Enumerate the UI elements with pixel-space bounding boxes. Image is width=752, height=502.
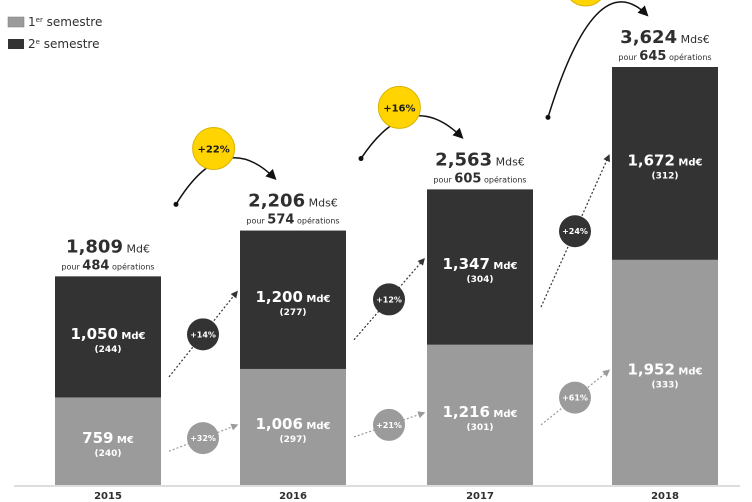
value-label-s2-2017: 1,347 Md€ <box>442 255 517 273</box>
x-tick-2016: 2016 <box>279 491 307 502</box>
count-label-s1-2016: (297) <box>279 435 306 445</box>
bar-s2-2016 <box>240 230 346 369</box>
value-label-s1-2015: 759 M€ <box>82 429 134 447</box>
count-label-s2-2018: (312) <box>651 171 678 181</box>
growth-label-total-2015-2016: +22% <box>197 145 229 156</box>
x-tick-2017: 2017 <box>466 491 494 502</box>
bar-s2-2017 <box>427 189 533 345</box>
count-label-s1-2015: (240) <box>94 449 121 459</box>
growth-label-s2-2016-2017: +12% <box>376 295 402 304</box>
growth-label-s1-2016-2017: +21% <box>376 421 402 430</box>
growth-badge-s1-2015-2016 <box>187 422 219 455</box>
growth-label-s1-2017-2018: +61% <box>562 394 588 403</box>
growth-origin-dot-2016-2017 <box>358 156 364 162</box>
growth-badge-s2-2017-2018 <box>559 215 591 248</box>
growth-badge-total-2016-2017 <box>377 85 421 129</box>
count-label-s1-2018: (333) <box>651 380 678 390</box>
legend-label-s1: 1er semestre <box>28 15 102 29</box>
legend-label-s2: 2e semestre <box>28 37 99 51</box>
count-label-s2-2015: (244) <box>94 345 121 355</box>
bar-s2-2015 <box>55 276 161 398</box>
growth-arrow-s1-2017-2018 <box>540 369 611 426</box>
value-label-s2-2016: 1,200 Md€ <box>255 288 330 306</box>
operations-label-2017: pour 605 opérations <box>433 171 526 186</box>
bar-s1-2017 <box>427 344 533 485</box>
value-label-s2-2018: 1,672 Md€ <box>627 151 702 169</box>
bar-s1-2015 <box>55 397 161 485</box>
x-tick-2018: 2018 <box>651 491 679 502</box>
value-label-s1-2016: 1,006 Md€ <box>255 415 330 433</box>
growth-label-s2-2017-2018: +24% <box>562 227 588 236</box>
growth-badge-s2-2016-2017 <box>373 283 405 316</box>
operations-label-2018: pour 645 opérations <box>618 49 711 64</box>
legend-item-s1: 1er semestre <box>7 15 102 29</box>
legend-swatch-s2 <box>8 39 24 49</box>
growth-label-total-2016-2017: +16% <box>383 103 415 114</box>
count-label-s2-2016: (277) <box>279 308 306 318</box>
legend-item-s2: 2e semestre <box>8 37 99 51</box>
total-label-2017: 2,563 Mds€ <box>435 149 525 170</box>
bar-s1-2016 <box>240 368 346 485</box>
total-label-2018: 3,624 Mds€ <box>620 27 710 48</box>
growth-origin-dot-2017-2018 <box>545 114 551 120</box>
legend: 1er semestre 2e semestre <box>7 15 102 51</box>
operations-label-2015: pour 484 opérations <box>61 258 154 273</box>
growth-badge-s1-2016-2017 <box>373 408 405 441</box>
growth-label-s2-2015-2016: +14% <box>190 330 216 339</box>
value-label-s1-2017: 1,216 Md€ <box>442 403 517 421</box>
chart-marks: 759 M€ (240) 1,050 Md€ (244) 1,809 Md€pour 4… <box>55 0 718 502</box>
bar-s1-2018 <box>612 259 718 485</box>
growth-origin-dot-2015-2016 <box>173 201 179 207</box>
growth-badge-total-2017-2018 <box>570 0 602 7</box>
bar-s2-2018 <box>612 67 718 260</box>
growth-badge-s2-2015-2016 <box>187 318 219 351</box>
growth-arrow-total-2017-2018 <box>547 1 649 118</box>
operations-label-2016: pour 574 opérations <box>246 213 339 228</box>
total-label-2016: 2,206 Mds€ <box>248 191 338 212</box>
x-tick-2015: 2015 <box>94 491 122 502</box>
count-label-s2-2017: (304) <box>466 275 493 285</box>
growth-badge-s1-2017-2018 <box>559 381 591 414</box>
growth-label-s1-2015-2016: +32% <box>190 434 216 443</box>
total-label-2015: 1,809 Md€ <box>66 236 150 257</box>
legend-swatch-s1 <box>7 16 25 28</box>
value-label-s2-2015: 1,050 Md€ <box>70 325 145 343</box>
growth-badge-total-2015-2016 <box>192 127 236 171</box>
count-label-s1-2017: (301) <box>466 423 493 433</box>
value-label-s1-2018: 1,952 Md€ <box>627 360 702 378</box>
